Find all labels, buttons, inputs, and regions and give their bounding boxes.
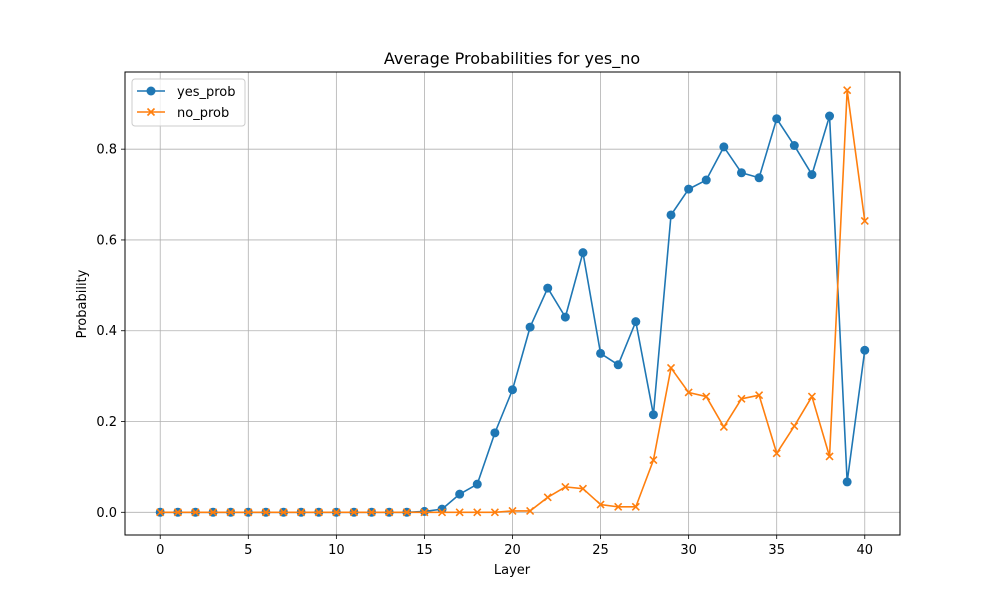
- y-axis-ticks: 0.0 0.2 0.4 0.6 0.8: [96, 143, 125, 521]
- data-point-no-prob: [437, 508, 447, 517]
- data-point-no-prob: [790, 421, 799, 431]
- data-point-yes-prob: [508, 385, 517, 395]
- y-tick-label: 0.4: [96, 324, 117, 339]
- data-point-no-prob: [367, 508, 376, 517]
- y-tick-label: 0.8: [96, 143, 117, 158]
- data-point-no-prob: [385, 508, 394, 517]
- data-point-no-prob: [561, 482, 570, 491]
- data-point-no-prob: [349, 508, 359, 517]
- data-point-no-prob: [279, 508, 288, 517]
- data-point-yes-prob: [736, 168, 746, 178]
- x-axis-ticks: 0 5 10 15 20 25 30 35 40: [156, 535, 873, 558]
- data-point-no-prob: [843, 86, 852, 95]
- data-point-yes-prob: [560, 312, 570, 322]
- data-point-yes-prob: [543, 283, 553, 293]
- x-tick-label: 40: [856, 543, 873, 558]
- x-tick-label: 25: [592, 543, 609, 558]
- data-point-yes-prob: [613, 360, 623, 370]
- x-tick-label: 10: [328, 543, 345, 558]
- legend-marker-yes-prob: [146, 86, 156, 96]
- data-point-no-prob: [508, 506, 517, 516]
- data-point-yes-prob: [578, 248, 588, 258]
- data-point-yes-prob: [842, 477, 852, 487]
- data-point-yes-prob: [455, 489, 465, 499]
- data-point-no-prob: [209, 508, 218, 517]
- data-point-yes-prob: [666, 210, 676, 220]
- data-point-no-prob: [297, 508, 306, 517]
- data-point-yes-prob: [754, 173, 764, 183]
- x-tick-label: 35: [768, 543, 785, 558]
- data-point-no-prob: [702, 392, 711, 401]
- data-point-no-prob: [666, 363, 676, 373]
- x-tick-label: 5: [244, 543, 252, 558]
- x-tick-label: 15: [416, 543, 433, 558]
- y-tick-label: 0.6: [96, 233, 117, 248]
- x-tick-label: 30: [680, 543, 697, 558]
- y-axis-label: Probability: [75, 269, 90, 338]
- y-tick-label: 0.0: [96, 506, 117, 521]
- data-point-no-prob: [526, 506, 535, 516]
- data-point-no-prob: [173, 508, 182, 517]
- grid: [125, 72, 900, 535]
- series-layer: [155, 86, 870, 517]
- data-point-yes-prob: [525, 322, 535, 332]
- series-no-prob: [156, 86, 869, 517]
- data-point-no-prob: [490, 508, 499, 517]
- data-point-yes-prob: [701, 175, 711, 185]
- legend-label-yes-prob: yes_prob: [177, 85, 235, 100]
- legend-entry-no-prob: no_prob: [137, 106, 229, 121]
- data-point-no-prob: [860, 216, 869, 225]
- data-point-yes-prob: [807, 170, 817, 180]
- data-point-no-prob: [191, 508, 200, 517]
- data-point-no-prob: [156, 508, 165, 517]
- data-point-no-prob: [332, 508, 341, 517]
- x-tick-label: 20: [504, 543, 521, 558]
- data-point-no-prob: [244, 508, 253, 517]
- data-point-no-prob: [631, 502, 640, 511]
- data-point-no-prob: [825, 452, 834, 461]
- data-point-no-prob: [719, 422, 728, 432]
- data-point-yes-prob: [437, 504, 447, 514]
- data-point-no-prob: [420, 508, 429, 517]
- data-point-yes-prob: [472, 479, 482, 489]
- chart-title: Average Probabilities for yes_no: [384, 49, 640, 69]
- x-axis-label: Layer: [494, 563, 531, 578]
- data-point-yes-prob: [825, 111, 835, 121]
- data-point-no-prob: [543, 493, 552, 502]
- y-tick-label: 0.2: [96, 415, 117, 430]
- data-point-yes-prob: [684, 184, 694, 194]
- data-point-no-prob: [807, 392, 816, 401]
- data-point-no-prob: [684, 388, 693, 397]
- data-point-no-prob: [314, 508, 323, 517]
- data-point-no-prob: [614, 502, 623, 511]
- data-point-no-prob: [473, 508, 482, 517]
- data-point-no-prob: [772, 449, 781, 458]
- data-point-yes-prob: [648, 410, 658, 420]
- data-point-yes-prob: [490, 428, 500, 438]
- data-point-no-prob: [226, 508, 235, 517]
- legend-label-no-prob: no_prob: [177, 106, 229, 121]
- data-point-yes-prob: [860, 345, 870, 355]
- data-point-yes-prob: [772, 114, 782, 124]
- data-point-no-prob: [578, 484, 588, 493]
- data-point-yes-prob: [596, 348, 606, 358]
- legend-entry-yes-prob: yes_prob: [137, 85, 235, 100]
- data-point-no-prob: [261, 508, 270, 517]
- data-point-no-prob: [402, 508, 411, 517]
- legend-marker-no-prob: [146, 107, 156, 117]
- data-point-yes-prob: [631, 317, 641, 327]
- data-point-yes-prob: [719, 142, 729, 152]
- data-point-no-prob: [755, 391, 764, 400]
- data-point-no-prob: [737, 394, 746, 403]
- data-point-no-prob: [649, 456, 658, 465]
- data-point-no-prob: [455, 508, 464, 517]
- data-point-yes-prob: [789, 141, 799, 151]
- legend: yes_prob no_prob: [131, 78, 246, 127]
- x-tick-label: 0: [156, 543, 164, 558]
- data-point-no-prob: [596, 500, 605, 509]
